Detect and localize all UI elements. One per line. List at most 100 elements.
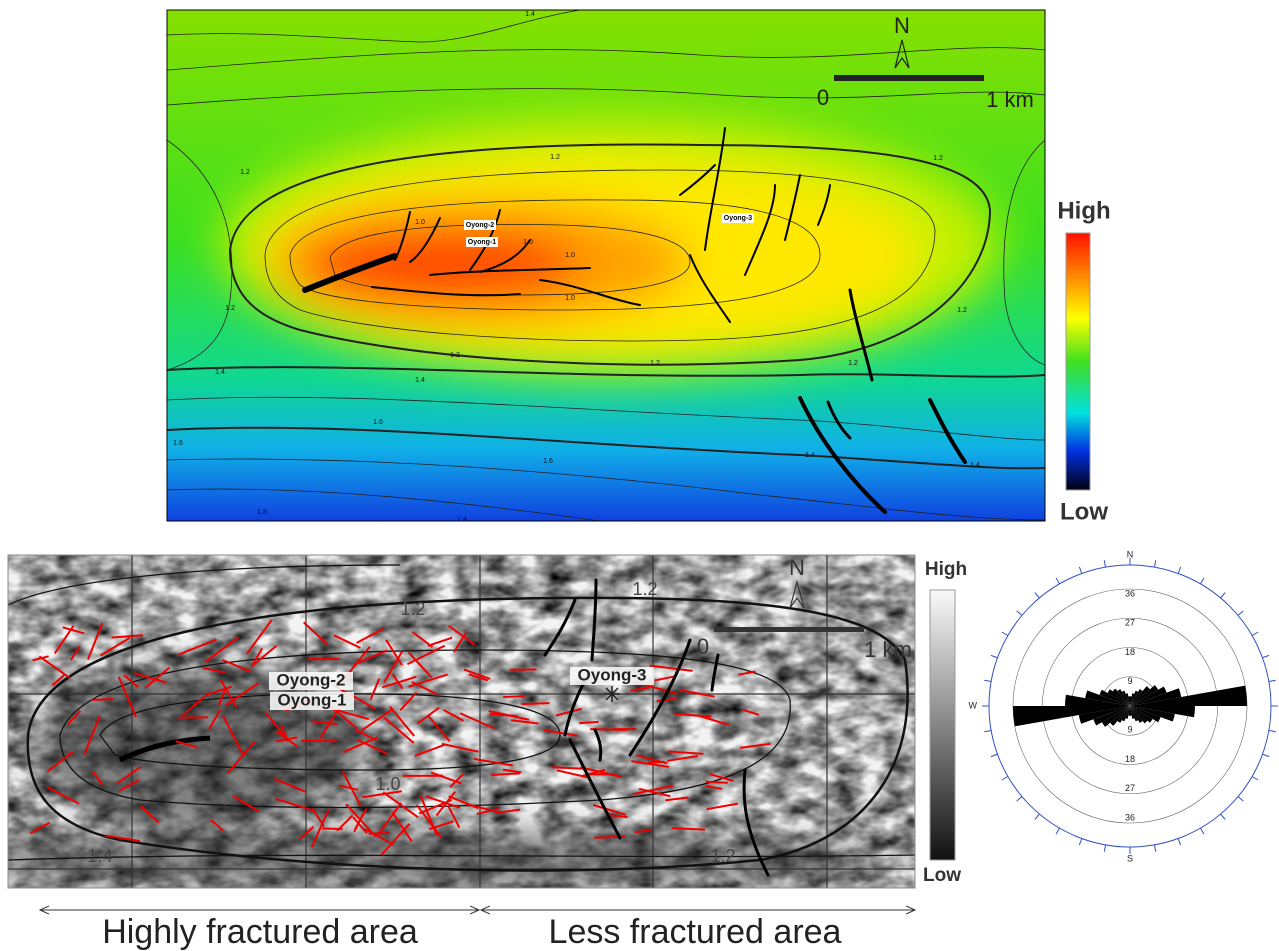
colorbar — [1066, 233, 1090, 490]
scale-start: 0 — [697, 634, 709, 659]
contour-label: 1.0 — [565, 252, 575, 259]
rose-tick — [1269, 730, 1276, 731]
rose-tick — [1056, 828, 1060, 834]
contour-label: 1.0 — [565, 295, 575, 302]
scale-start: 0 — [817, 85, 829, 110]
rose-tick — [1252, 632, 1258, 636]
contour-label: 1.2 — [240, 169, 250, 176]
direction-label: W — [969, 700, 978, 710]
ring-label: 36 — [1125, 588, 1135, 598]
contour-label: 1.2 — [400, 599, 425, 619]
legend-high: High — [1057, 197, 1110, 224]
rose-tick — [984, 730, 991, 731]
contour-label: 1.4 — [970, 462, 980, 469]
annotation: Less fractured area — [549, 913, 842, 951]
ring-label: 36 — [1125, 812, 1135, 822]
annotation: Highly fractured area — [102, 913, 418, 951]
rose-tick — [1269, 680, 1276, 681]
rose-tick — [1104, 560, 1105, 567]
rose-diagram: 99181827273636NESW — [969, 549, 1279, 863]
direction-label: N — [1127, 549, 1134, 559]
rose-tick — [1238, 797, 1243, 801]
contour-label: 1.4 — [805, 452, 815, 459]
rose-tick — [991, 655, 998, 657]
legend-low: Low — [1060, 498, 1108, 525]
contour-label: 1.4 — [525, 11, 535, 18]
ring-label: 18 — [1125, 647, 1135, 657]
scale-bar — [834, 75, 984, 81]
fracture-trace — [579, 722, 598, 723]
rose-tick — [1002, 777, 1008, 781]
contour-label: 1.2 — [650, 360, 660, 367]
scale-end: 1 km — [864, 637, 912, 662]
rose-tick — [1262, 754, 1269, 756]
fracture-trace — [672, 828, 705, 829]
rose-tick — [1017, 611, 1022, 615]
rose-tick — [1262, 655, 1269, 657]
scale-end: 1 km — [986, 87, 1034, 112]
rose-tick — [984, 680, 991, 681]
contour-label: 1.6 — [173, 440, 183, 447]
ring-label: 18 — [1125, 754, 1135, 764]
direction-label: S — [1127, 853, 1133, 863]
ring-label: 9 — [1127, 725, 1132, 735]
colorbar — [930, 590, 955, 860]
well-marker — [604, 686, 620, 702]
legend-low: Low — [923, 865, 961, 886]
contour-label: 1.4 — [87, 846, 112, 866]
contour-label: 1.8 — [457, 517, 467, 524]
contour-label: 1.0 — [523, 239, 533, 246]
well-label: Oyong-1 — [468, 239, 496, 246]
rose-tick — [1201, 578, 1205, 584]
contour-label: 1.2 — [450, 352, 460, 359]
rose-tick — [1056, 578, 1060, 584]
contour-label: 1.0 — [375, 774, 400, 794]
contour-label: 1.4 — [215, 369, 225, 376]
well-label: Oyong-1 — [278, 690, 347, 709]
legend-high: High — [925, 559, 967, 580]
ring-label: 27 — [1125, 618, 1135, 628]
well-label: Oyong-2 — [277, 670, 346, 689]
fracture-trace — [706, 782, 728, 783]
contour-label: 1.0 — [415, 219, 425, 226]
contour-label: 1.6 — [543, 458, 553, 465]
north-label: N — [894, 13, 910, 38]
rose-tick — [1221, 814, 1225, 819]
rose-tick — [1201, 828, 1205, 834]
well-label: Oyong-2 — [466, 222, 494, 229]
contour-label: 1.4 — [415, 377, 425, 384]
top-map: 1.4 1.4 1.4 1.4 1.4 1.2 1.2 1.2 1.2 1.2 1.2 1.2 1.2 1… — [167, 10, 1045, 524]
rose-tick — [991, 754, 998, 756]
fracture-trace — [503, 696, 525, 697]
scale-bar — [714, 627, 864, 632]
rose-tick — [1154, 845, 1155, 852]
bottom-map: 1.2 1.2 1.0 1.4 1.2 Oyong-2Oyong-1 Oyong-3 — [0, 555, 915, 890]
rose-tick — [1035, 814, 1039, 819]
rose-tick — [1035, 593, 1039, 598]
fracture-trace — [648, 762, 665, 763]
rose-tick — [1017, 797, 1022, 801]
contour-label: 1.2 — [848, 360, 858, 367]
contour-label: 1.6 — [373, 419, 383, 426]
rose-tick — [1252, 777, 1258, 781]
contour-label: 1.2 — [957, 307, 967, 314]
figure: 1.41.41.41.41.41.21.21.21.21.21.21.21.21… — [0, 0, 1279, 951]
rose-tick — [1002, 632, 1008, 636]
contour-label: 1.2 — [225, 305, 235, 312]
rose-tick — [1079, 567, 1081, 574]
rose-tick — [1079, 838, 1081, 845]
rose-tick — [1221, 593, 1225, 598]
rose-tick — [1104, 845, 1105, 852]
contour-label: 1.8 — [257, 509, 267, 516]
ring-label: 9 — [1127, 676, 1132, 686]
well-label: Oyong-3 — [724, 215, 752, 222]
rose-tick — [1238, 611, 1243, 615]
contour-label: 1.2 — [933, 155, 943, 162]
rose-tick — [1178, 838, 1180, 845]
north-label: N — [789, 555, 805, 580]
contour-label: 1.2 — [550, 154, 560, 161]
well-label: Oyong-3 — [578, 665, 647, 684]
contour-label: 1.2 — [632, 579, 657, 599]
contour-label: 1.2 — [710, 846, 735, 866]
rose-tick — [1178, 567, 1180, 574]
